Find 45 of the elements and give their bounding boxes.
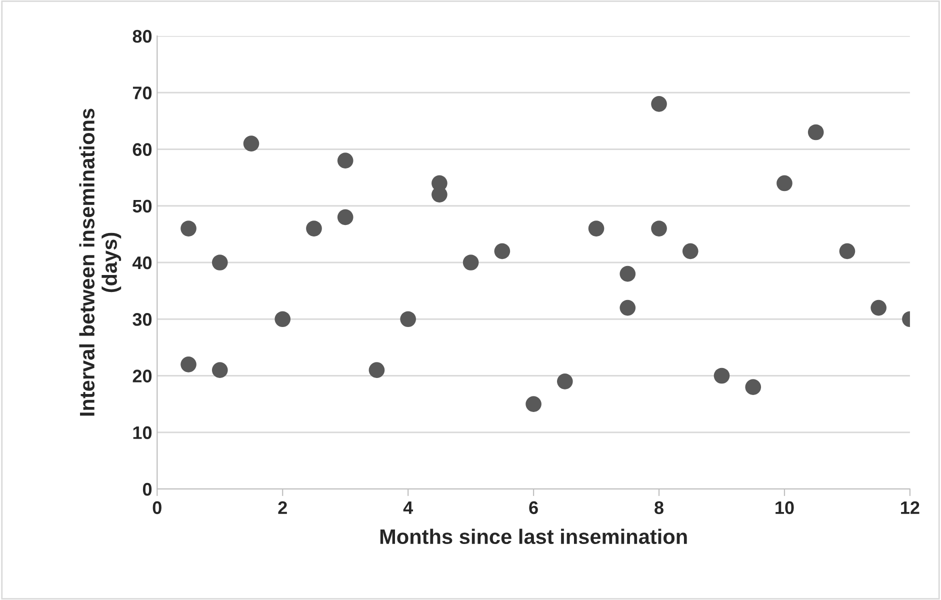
point (714, 368, 730, 384)
y-tick-label: 30 (132, 313, 152, 326)
x-tick-label: 12 (901, 501, 920, 514)
y-tick-label: 60 (132, 143, 152, 156)
point (870, 300, 886, 316)
x-tick-label: 0 (152, 501, 162, 514)
y-tick-label: 0 (142, 482, 152, 496)
point (776, 175, 792, 192)
x-tick-label: 2 (278, 501, 287, 514)
point (682, 243, 698, 260)
y-tick-label: 50 (132, 200, 152, 213)
x-tick-label: 4 (403, 501, 414, 514)
point (212, 362, 228, 378)
point (212, 254, 228, 270)
point (651, 220, 667, 236)
x-tick-label: 10 (776, 501, 794, 514)
x-tick-label: 6 (529, 501, 538, 514)
point (368, 362, 385, 378)
point (620, 266, 636, 282)
point (620, 300, 636, 316)
y-tick-label: 40 (132, 256, 152, 270)
point (462, 254, 479, 270)
y-axis-title: Interval between inseminations (days) (79, 108, 122, 416)
point (274, 311, 291, 328)
point (180, 220, 196, 236)
point (526, 396, 542, 412)
y-tick-label: 70 (132, 86, 152, 100)
x-axis-title: Months since last insemination (380, 528, 687, 544)
point (243, 136, 260, 152)
point (839, 243, 856, 260)
y-tick-label: 80 (132, 30, 152, 43)
point (588, 220, 604, 236)
point (651, 96, 667, 112)
y-tick-label: 20 (132, 370, 152, 382)
point (306, 220, 322, 236)
point (180, 356, 196, 372)
point (400, 311, 416, 328)
point (337, 209, 354, 226)
x-tick-label: 8 (654, 501, 664, 514)
point (745, 379, 762, 395)
point (556, 373, 573, 390)
y-tick-label: 10 (133, 426, 152, 440)
point (337, 152, 354, 168)
point (494, 243, 510, 260)
point (808, 124, 824, 140)
